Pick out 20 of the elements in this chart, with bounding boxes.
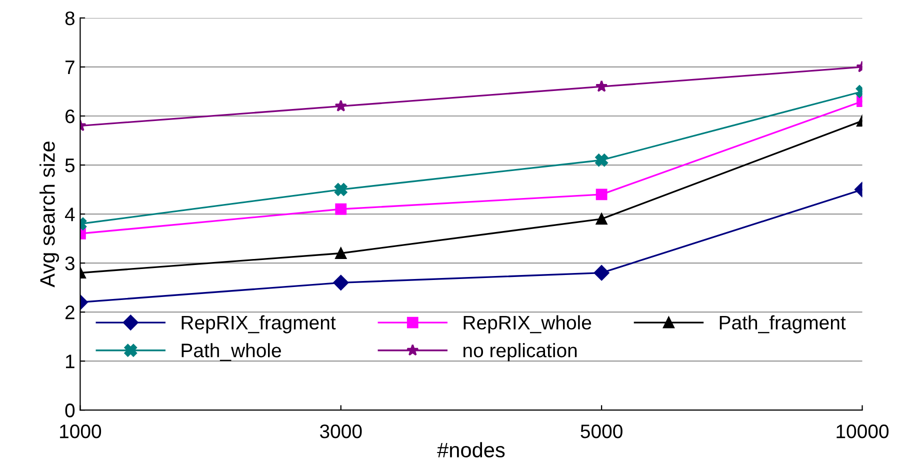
y-tick-label: 2 [65,306,74,320]
y-tick-label: 1 [66,354,74,368]
x-tick-label: 3000 [320,424,362,438]
x-axis-title: #nodes [437,442,505,458]
x-tick-label: 10000 [836,424,889,438]
legend-label: Path_fragment [720,315,846,334]
y-tick-label: 6 [66,109,74,124]
legend-label: RepRIX_fragment [182,315,336,334]
y-tick-label: 5 [65,158,75,172]
y-tick-label: 0 [65,404,75,418]
y-tick-label: 3 [65,256,74,270]
legend-label: RepRIX_whole [464,315,592,334]
x-tick-label: 5000 [580,424,622,438]
y-tick-label: 4 [64,208,75,222]
y-tick-label: 8 [65,11,74,26]
legend-label: Path_whole [182,343,281,362]
legend-label: no replication [464,343,577,362]
x-tick-label: 1000 [60,424,102,438]
y-tick-label: 7 [66,60,74,74]
y-axis-title: Avg search size [40,142,59,288]
